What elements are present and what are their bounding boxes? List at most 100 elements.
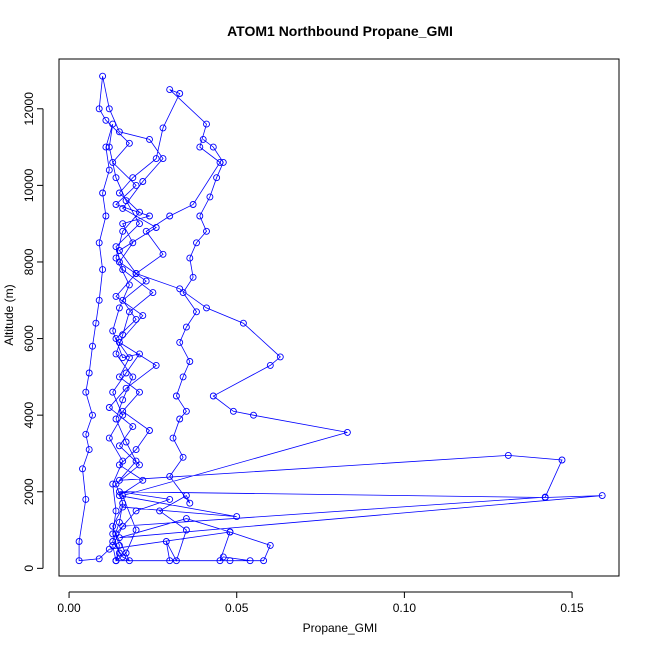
data-point bbox=[229, 407, 237, 415]
data-point bbox=[186, 254, 194, 262]
data-point bbox=[146, 427, 153, 434]
data-point bbox=[109, 522, 117, 530]
data-point bbox=[119, 220, 127, 228]
data-point bbox=[129, 423, 137, 431]
data-point bbox=[196, 143, 204, 151]
data-point bbox=[109, 530, 117, 538]
data-point bbox=[159, 155, 167, 163]
data-point bbox=[146, 212, 153, 220]
data-point bbox=[166, 86, 174, 94]
data-point bbox=[189, 201, 197, 208]
data-point bbox=[112, 243, 120, 251]
data-point bbox=[172, 392, 180, 400]
data-point bbox=[119, 411, 127, 419]
data-point bbox=[82, 388, 90, 396]
data-point bbox=[115, 476, 123, 484]
data-point bbox=[233, 513, 241, 521]
data-point bbox=[246, 557, 254, 565]
data-point bbox=[109, 480, 117, 488]
data-point bbox=[176, 285, 184, 293]
data-point bbox=[176, 415, 184, 423]
data-point bbox=[169, 434, 177, 442]
data-point bbox=[216, 158, 224, 166]
data-point bbox=[276, 353, 284, 361]
data-point bbox=[142, 277, 150, 285]
data-point bbox=[105, 143, 113, 151]
data-point bbox=[79, 465, 86, 473]
data-point bbox=[219, 158, 227, 166]
data-point bbox=[112, 557, 120, 565]
y-tick-label: 0 bbox=[22, 565, 36, 572]
data-point bbox=[115, 442, 123, 450]
data-point bbox=[193, 239, 200, 247]
data-point bbox=[115, 541, 123, 549]
data-point bbox=[99, 266, 107, 274]
data-point bbox=[119, 227, 127, 235]
data-point bbox=[75, 557, 83, 565]
data-point bbox=[89, 411, 96, 419]
data-point bbox=[129, 373, 137, 381]
data-point bbox=[119, 204, 127, 212]
data-point bbox=[166, 212, 174, 220]
y-tick-label: 4000 bbox=[22, 401, 36, 428]
data-point bbox=[105, 404, 113, 411]
data-point bbox=[239, 319, 247, 327]
data-point bbox=[226, 557, 234, 565]
data-point bbox=[102, 212, 110, 220]
data-point bbox=[82, 495, 90, 503]
data-point bbox=[115, 247, 123, 254]
data-point bbox=[182, 515, 190, 523]
data-point bbox=[105, 545, 113, 553]
data-point bbox=[92, 319, 100, 327]
data-point bbox=[119, 396, 127, 404]
data-point bbox=[176, 338, 184, 346]
data-point bbox=[102, 116, 110, 124]
data-point bbox=[266, 541, 274, 549]
data-point bbox=[75, 538, 83, 545]
data-point bbox=[250, 411, 257, 419]
data-point bbox=[209, 143, 217, 151]
data-point bbox=[193, 308, 200, 316]
data-point bbox=[343, 428, 351, 436]
y-tick-label: 8000 bbox=[22, 248, 36, 275]
data-point bbox=[95, 555, 103, 563]
data-point bbox=[119, 331, 127, 339]
data-point bbox=[558, 456, 566, 464]
data-point bbox=[598, 492, 606, 500]
data-point bbox=[209, 392, 217, 400]
y-tick-label: 2000 bbox=[22, 478, 36, 505]
data-point bbox=[125, 308, 133, 316]
y-tick-label: 12000 bbox=[22, 92, 36, 126]
x-tick-label: 0.15 bbox=[560, 601, 584, 615]
data-point bbox=[203, 227, 210, 235]
data-point bbox=[119, 407, 127, 415]
data-point bbox=[139, 178, 147, 185]
y-axis-label: Altitude (m) bbox=[2, 284, 16, 345]
x-tick-label: 0.00 bbox=[57, 601, 81, 615]
data-point bbox=[82, 430, 90, 438]
data-point bbox=[186, 358, 194, 365]
data-point bbox=[152, 155, 160, 163]
data-point bbox=[85, 369, 93, 377]
data-point bbox=[89, 342, 96, 350]
data-point bbox=[122, 197, 130, 205]
data-point bbox=[112, 415, 120, 423]
data-point bbox=[119, 266, 127, 274]
data-point bbox=[112, 174, 120, 182]
data-point bbox=[196, 212, 204, 220]
data-point bbox=[109, 158, 117, 166]
data-point bbox=[139, 476, 147, 484]
data-point bbox=[136, 208, 143, 216]
data-point bbox=[112, 254, 120, 262]
data-point bbox=[112, 350, 120, 358]
data-point bbox=[132, 526, 140, 534]
data-point bbox=[119, 522, 127, 530]
data-point bbox=[132, 457, 140, 465]
data-point bbox=[115, 258, 123, 266]
data-point bbox=[152, 224, 160, 231]
data-point bbox=[206, 193, 214, 201]
data-point bbox=[119, 499, 127, 507]
data-point bbox=[125, 139, 133, 147]
data-point bbox=[95, 296, 103, 304]
data-point bbox=[115, 189, 123, 197]
